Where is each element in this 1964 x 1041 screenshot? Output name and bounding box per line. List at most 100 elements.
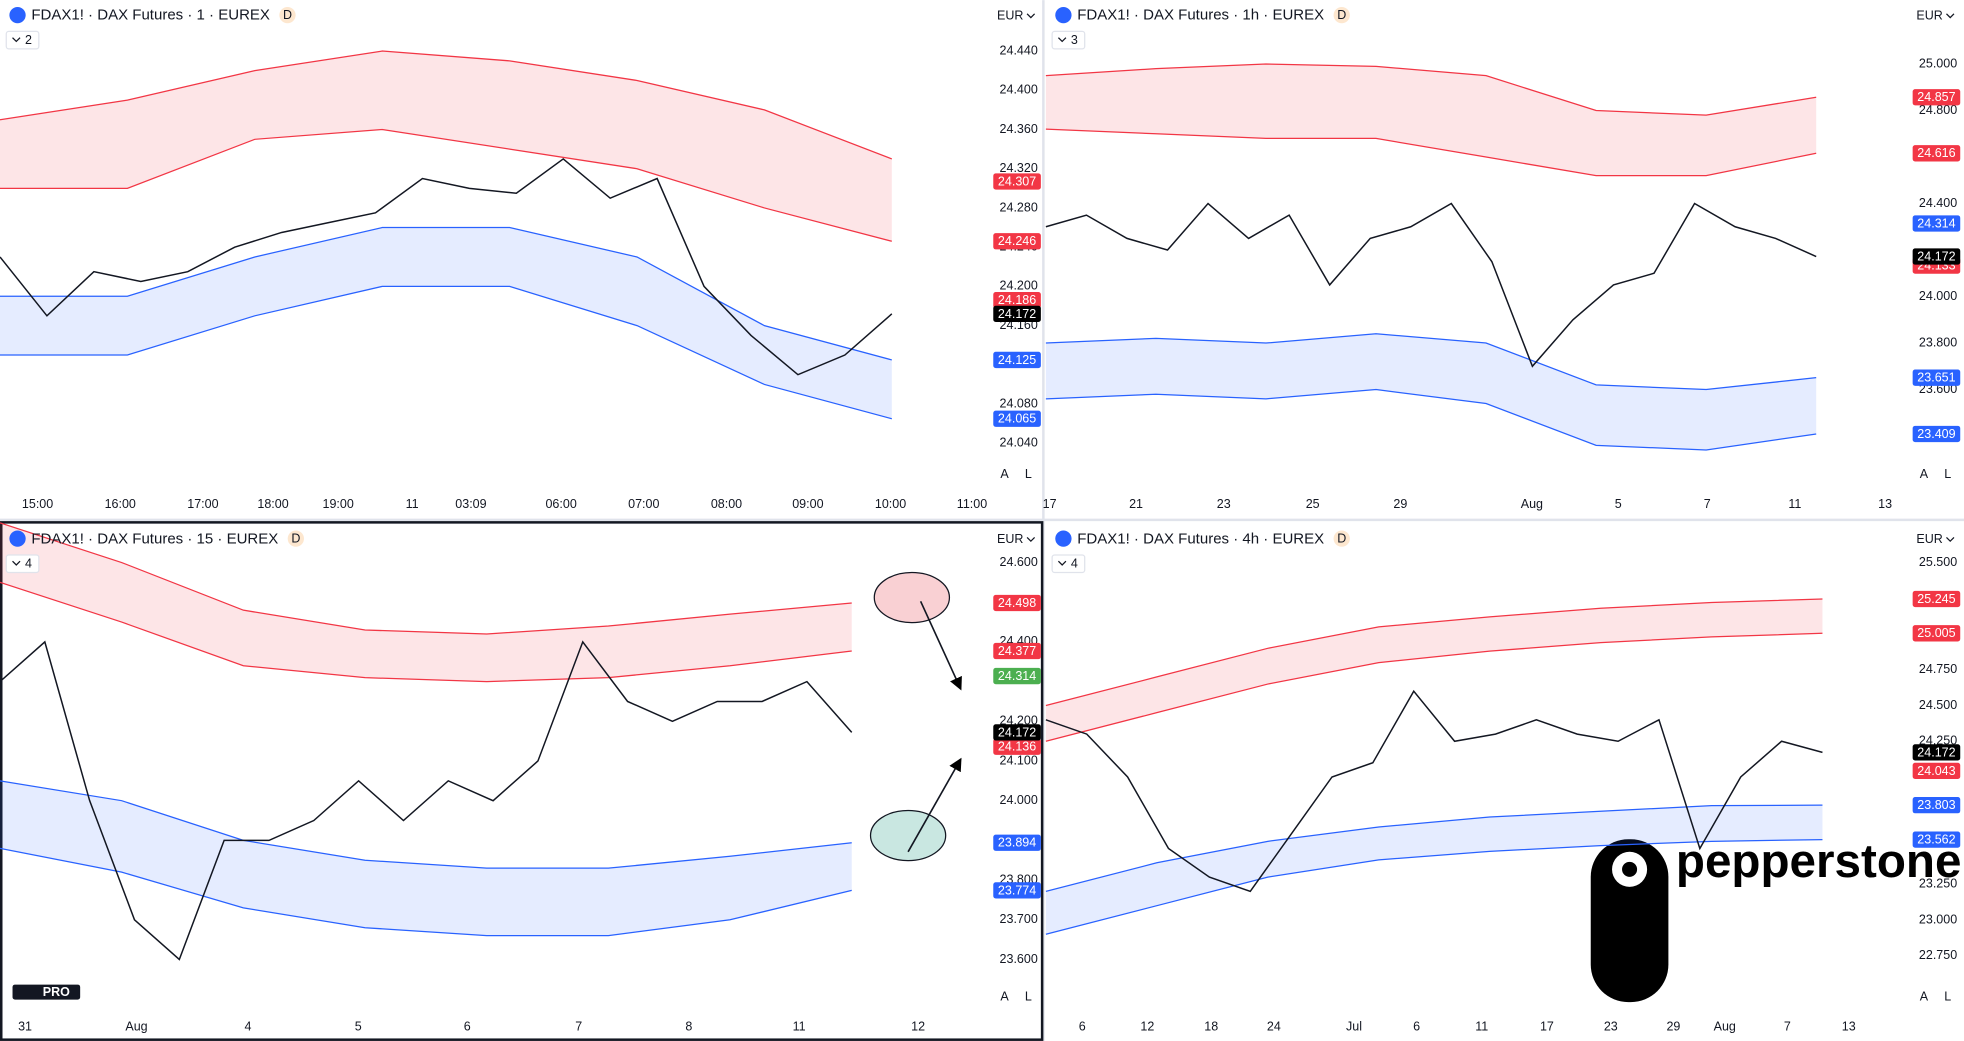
y-tick-label: 24.200 [1000, 714, 1038, 728]
badge [1333, 530, 1350, 547]
badge-text: D [1337, 532, 1346, 546]
x-tick-label: 6 [1079, 1019, 1086, 1033]
band-line [1045, 632, 1823, 742]
x-tick-label: 21 [1129, 497, 1143, 511]
price-label [1912, 590, 1961, 608]
x-tick-label: Jul [1346, 1019, 1362, 1033]
price-label-text: 24.616 [1917, 146, 1955, 160]
chevron [1946, 13, 1955, 19]
price-label-text: 23.409 [1917, 427, 1955, 441]
panel-title: FDAX1! · DAX Futures · 1 · EUREX [31, 7, 270, 24]
scale-button[interactable]: A [1920, 989, 1929, 1003]
price-label-text: 24.065 [998, 412, 1036, 426]
panel-title: FDAX1! · DAX Futures · 15 · EUREX [31, 530, 278, 547]
price-label [993, 291, 1041, 309]
band-fill [0, 522, 852, 682]
logo-mark [1622, 861, 1638, 877]
price-label-text: 24.186 [998, 293, 1036, 307]
logo-mark [1590, 839, 1669, 1003]
price-label [993, 667, 1041, 685]
price-label-text: 24.172 [998, 307, 1036, 321]
badge [279, 6, 296, 24]
y-tick-label: 24.360 [1000, 122, 1038, 136]
x-tick-label: 11:00 [957, 497, 987, 511]
x-tick-label: 17 [1540, 1019, 1554, 1033]
x-tick-label: 18:00 [257, 497, 288, 511]
currency: EUR [1916, 532, 1942, 546]
band-line [0, 780, 852, 869]
band-fill [1045, 805, 1823, 935]
scale-button[interactable]: L [1025, 467, 1032, 481]
arrow-up [907, 757, 962, 853]
indicator-toggle [5, 554, 40, 574]
y-tick-label: 24.400 [1000, 83, 1038, 97]
x-tick-label: 08:00 [711, 497, 742, 511]
support-ellipse [869, 809, 947, 862]
scale-button[interactable]: A [1000, 989, 1009, 1003]
x-tick-label: 5 [1615, 497, 1622, 511]
x-tick-label: 7 [1704, 497, 1711, 511]
price-label-text: 24.377 [998, 644, 1036, 658]
y-tick-label: 23.700 [1000, 912, 1038, 926]
band-line [1045, 838, 1823, 935]
indicator-count: 3 [1071, 33, 1078, 47]
y-tick-label: 23.250 [1919, 877, 1957, 891]
y-tick-label: 24.250 [1919, 734, 1957, 748]
x-tick-label: 12 [1140, 1019, 1154, 1033]
price-label-text: 24.314 [1917, 216, 1955, 230]
band-fill [1045, 598, 1823, 742]
x-tick-label: 11 [1475, 1019, 1488, 1033]
price-label [993, 834, 1041, 851]
resistance-ellipse [873, 571, 951, 624]
scale-button[interactable]: A [1000, 467, 1009, 481]
price-label [993, 724, 1041, 741]
y-tick-label: 22.750 [1919, 948, 1957, 962]
band-fill [0, 227, 892, 419]
x-tick-label: 17 [1043, 497, 1057, 511]
x-tick-label: 6 [1413, 1019, 1420, 1033]
badge-text: D [1337, 8, 1346, 22]
x-tick-label: Aug [125, 1019, 147, 1033]
arrow-down [919, 600, 962, 691]
band-fill [1045, 64, 1817, 176]
badge-text: D [291, 532, 300, 546]
scale-button[interactable]: L [1025, 989, 1032, 1003]
scale-button[interactable]: L [1944, 989, 1951, 1003]
y-tick-label: 23.000 [1919, 912, 1957, 926]
x-tick-label: 11 [406, 497, 419, 511]
indicator-count: 2 [25, 33, 32, 47]
price-label [1912, 248, 1961, 265]
x-tick-label: 29 [1393, 497, 1407, 511]
chevron [12, 37, 21, 43]
indicator-toggle [1051, 554, 1086, 574]
price-label [993, 173, 1041, 190]
chevron [12, 560, 21, 566]
scale-button[interactable]: L [1944, 467, 1951, 481]
x-tick-label: 11 [793, 1019, 806, 1033]
price-label-text: 23.803 [1917, 798, 1955, 812]
chevron [1026, 536, 1036, 543]
x-tick-label: 13 [1842, 1019, 1856, 1033]
chevron [1946, 536, 1955, 543]
band-fill [1045, 333, 1817, 450]
price-label-text: 23.774 [998, 883, 1036, 897]
y-tick-label: 24.200 [1000, 279, 1038, 293]
band-line [0, 50, 893, 160]
x-tick-label: 23 [1604, 1019, 1618, 1033]
price-label [1912, 89, 1961, 106]
price-label-text: 24.857 [1917, 90, 1955, 104]
badge [1333, 6, 1350, 24]
currency: EUR [997, 9, 1023, 23]
x-tick-label: 29 [1666, 1019, 1680, 1033]
x-tick-label: 5 [355, 1019, 362, 1033]
x-tick-label: 11 [1788, 497, 1801, 511]
band-line [1045, 333, 1817, 391]
price-line [0, 640, 853, 961]
y-tick-label: 24.800 [1919, 103, 1957, 117]
y-tick-label: 24.100 [1000, 753, 1038, 767]
price-label-text: 24.307 [998, 174, 1036, 188]
panel-title: FDAX1! · DAX Futures · 1h · EUREX [1077, 7, 1324, 24]
tv-badge [12, 984, 81, 1000]
scale-button[interactable]: A [1920, 467, 1929, 481]
price-label-text: 23.562 [1917, 833, 1955, 847]
